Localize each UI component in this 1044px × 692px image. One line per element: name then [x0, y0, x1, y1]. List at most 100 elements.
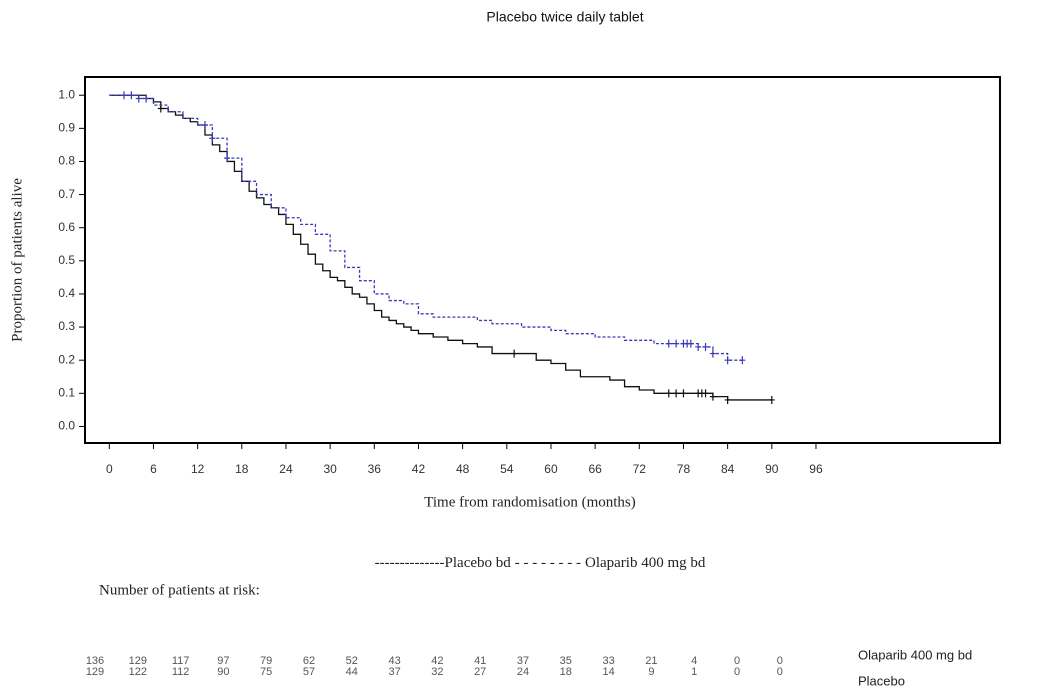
chart-title: Placebo twice daily tablet — [486, 9, 643, 25]
risk-count: 112 — [172, 666, 190, 678]
legend: --------------Placebo bd - - - - - - - -O… — [375, 555, 706, 571]
censor-mark — [121, 91, 128, 100]
y-tick-label: 0.1 — [58, 385, 75, 399]
censor-mark — [143, 94, 150, 103]
plot-frame — [84, 76, 1001, 444]
risk-count: 0 — [734, 655, 740, 667]
y-tick-label: 0.8 — [58, 154, 75, 168]
censor-mark — [511, 349, 518, 358]
risk-count: 35 — [560, 655, 572, 667]
risk-count: 4 — [691, 655, 697, 667]
y-tick-label: 0.7 — [58, 187, 75, 201]
censor-mark — [673, 389, 680, 398]
x-tick-label: 78 — [677, 462, 691, 476]
risk-count: 0 — [777, 666, 783, 678]
censor-mark — [724, 356, 731, 365]
risk-count: 32 — [431, 666, 443, 678]
risk-count: 0 — [734, 666, 740, 678]
risk-title: Number of patients at risk: — [99, 582, 260, 598]
x-tick-label: 12 — [191, 462, 205, 476]
risk-count: 24 — [517, 666, 529, 678]
risk-count: 136 — [86, 655, 104, 667]
x-tick-label: 84 — [721, 462, 735, 476]
x-tick-label: 6 — [150, 462, 157, 476]
censor-mark — [709, 349, 716, 358]
risk-count: 0 — [777, 655, 783, 667]
y-tick-label: 0.4 — [58, 286, 75, 300]
censor-mark — [702, 342, 709, 351]
x-tick-label: 0 — [106, 462, 113, 476]
x-tick-label: 18 — [235, 462, 249, 476]
y-tick-label: 1.0 — [58, 87, 75, 101]
y-tick-label: 0.3 — [58, 319, 75, 333]
x-tick-label: 90 — [765, 462, 779, 476]
risk-count: 37 — [517, 655, 529, 667]
risk-count: 33 — [602, 655, 614, 667]
x-tick-label: 72 — [633, 462, 647, 476]
legend-part: Olaparib 400 mg bd — [585, 555, 706, 571]
survival-curve — [109, 94, 743, 361]
risk-count: 43 — [388, 655, 400, 667]
risk-count: 122 — [129, 666, 147, 678]
risk-row-label: Olaparib 400 mg bd — [858, 647, 972, 662]
risk-count: 117 — [172, 655, 190, 667]
censor-mark — [724, 395, 731, 404]
legend-part: Placebo bd — [445, 555, 512, 571]
risk-count: 57 — [303, 666, 315, 678]
censor-mark — [201, 121, 208, 130]
legend-part: -------------- — [375, 555, 445, 571]
censor-mark — [687, 339, 694, 348]
risk-count: 97 — [217, 655, 229, 667]
x-tick-label: 54 — [500, 462, 514, 476]
censor-mark — [673, 339, 680, 348]
x-tick-label: 66 — [588, 462, 602, 476]
x-tick-label: 60 — [544, 462, 558, 476]
censor-mark — [680, 389, 687, 398]
risk-count: 21 — [645, 655, 657, 667]
x-tick-label: 42 — [412, 462, 426, 476]
risk-count: 14 — [602, 666, 614, 678]
x-axis-title: Time from randomisation (months) — [424, 494, 636, 510]
risk-count: 41 — [474, 655, 486, 667]
risk-count: 79 — [260, 655, 272, 667]
y-tick-label: 0.6 — [58, 220, 75, 234]
risk-count: 18 — [560, 666, 572, 678]
risk-count: 75 — [260, 666, 272, 678]
risk-count: 37 — [388, 666, 400, 678]
y-tick-label: 0.5 — [58, 253, 75, 267]
risk-count: 27 — [474, 666, 486, 678]
survival-curve — [109, 94, 772, 401]
censor-mark — [135, 94, 142, 103]
y-axis-title: Proportion of patients alive — [9, 178, 25, 342]
legend-part: - - - - - - - - — [515, 555, 581, 571]
censor-mark — [768, 395, 775, 404]
risk-count: 90 — [217, 666, 229, 678]
risk-count: 9 — [648, 666, 654, 678]
censor-mark — [709, 392, 716, 401]
censor-mark — [739, 356, 746, 365]
y-tick-label: 0.2 — [58, 352, 75, 366]
x-tick-label: 30 — [323, 462, 337, 476]
x-tick-label: 36 — [368, 462, 382, 476]
censor-mark — [695, 342, 702, 351]
x-tick-label: 48 — [456, 462, 470, 476]
censor-mark — [209, 134, 216, 143]
censor-mark — [702, 389, 709, 398]
risk-count: 62 — [303, 655, 315, 667]
risk-count: 42 — [431, 655, 443, 667]
risk-count: 1 — [691, 666, 697, 678]
y-tick-label: 0.9 — [58, 121, 75, 135]
x-tick-label: 24 — [279, 462, 293, 476]
x-tick-label: 96 — [809, 462, 823, 476]
y-tick-label: 0.0 — [58, 419, 75, 433]
risk-count: 44 — [346, 666, 358, 678]
risk-count: 129 — [129, 655, 147, 667]
censor-mark — [224, 154, 231, 163]
risk-count: 129 — [86, 666, 104, 678]
censor-mark — [665, 339, 672, 348]
censor-mark — [665, 389, 672, 398]
risk-count: 52 — [346, 655, 358, 667]
censor-mark — [128, 91, 135, 100]
risk-row-label: Placebo — [858, 673, 905, 688]
